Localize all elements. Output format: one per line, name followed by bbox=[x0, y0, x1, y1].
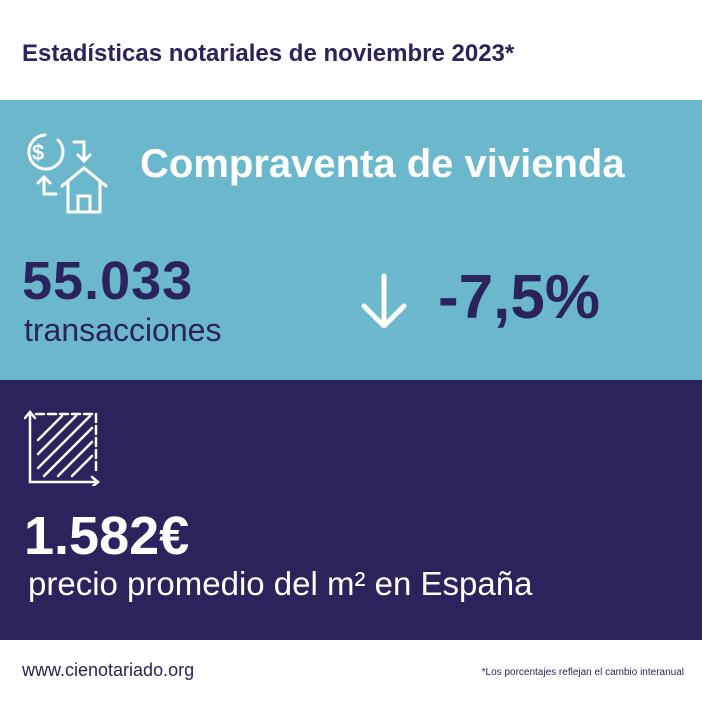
arrow-down-icon bbox=[361, 273, 407, 329]
price-section: 1.582€ precio promedio del m² en España bbox=[0, 380, 702, 640]
section-title: Compraventa de vivienda bbox=[140, 142, 625, 186]
sales-section: $ Compraventa de vivienda 55.033 transac… bbox=[0, 100, 702, 380]
page-title: Estadísticas notariales de noviembre 202… bbox=[22, 40, 515, 67]
price-label: precio promedio del m² en España bbox=[28, 565, 533, 602]
transactions-label: transacciones bbox=[24, 312, 222, 348]
price-value: 1.582€ bbox=[24, 506, 190, 566]
transactions-count: 55.033 bbox=[22, 251, 194, 311]
change-percent: -7,5% bbox=[438, 263, 600, 332]
area-square-icon bbox=[23, 410, 100, 486]
svg-text:$: $ bbox=[32, 140, 44, 165]
footnote: *Los porcentajes reflejan el cambio inte… bbox=[481, 667, 684, 678]
money-house-exchange-icon: $ bbox=[27, 133, 108, 214]
website-link[interactable]: www.cienotariado.org bbox=[22, 660, 195, 680]
